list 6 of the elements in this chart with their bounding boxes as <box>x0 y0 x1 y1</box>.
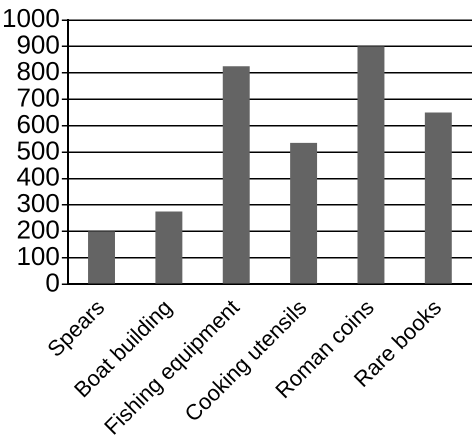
bar <box>357 46 384 284</box>
bar <box>222 66 250 284</box>
bar <box>290 142 318 284</box>
bar <box>155 212 182 284</box>
bar <box>424 112 452 284</box>
bar <box>88 231 115 284</box>
